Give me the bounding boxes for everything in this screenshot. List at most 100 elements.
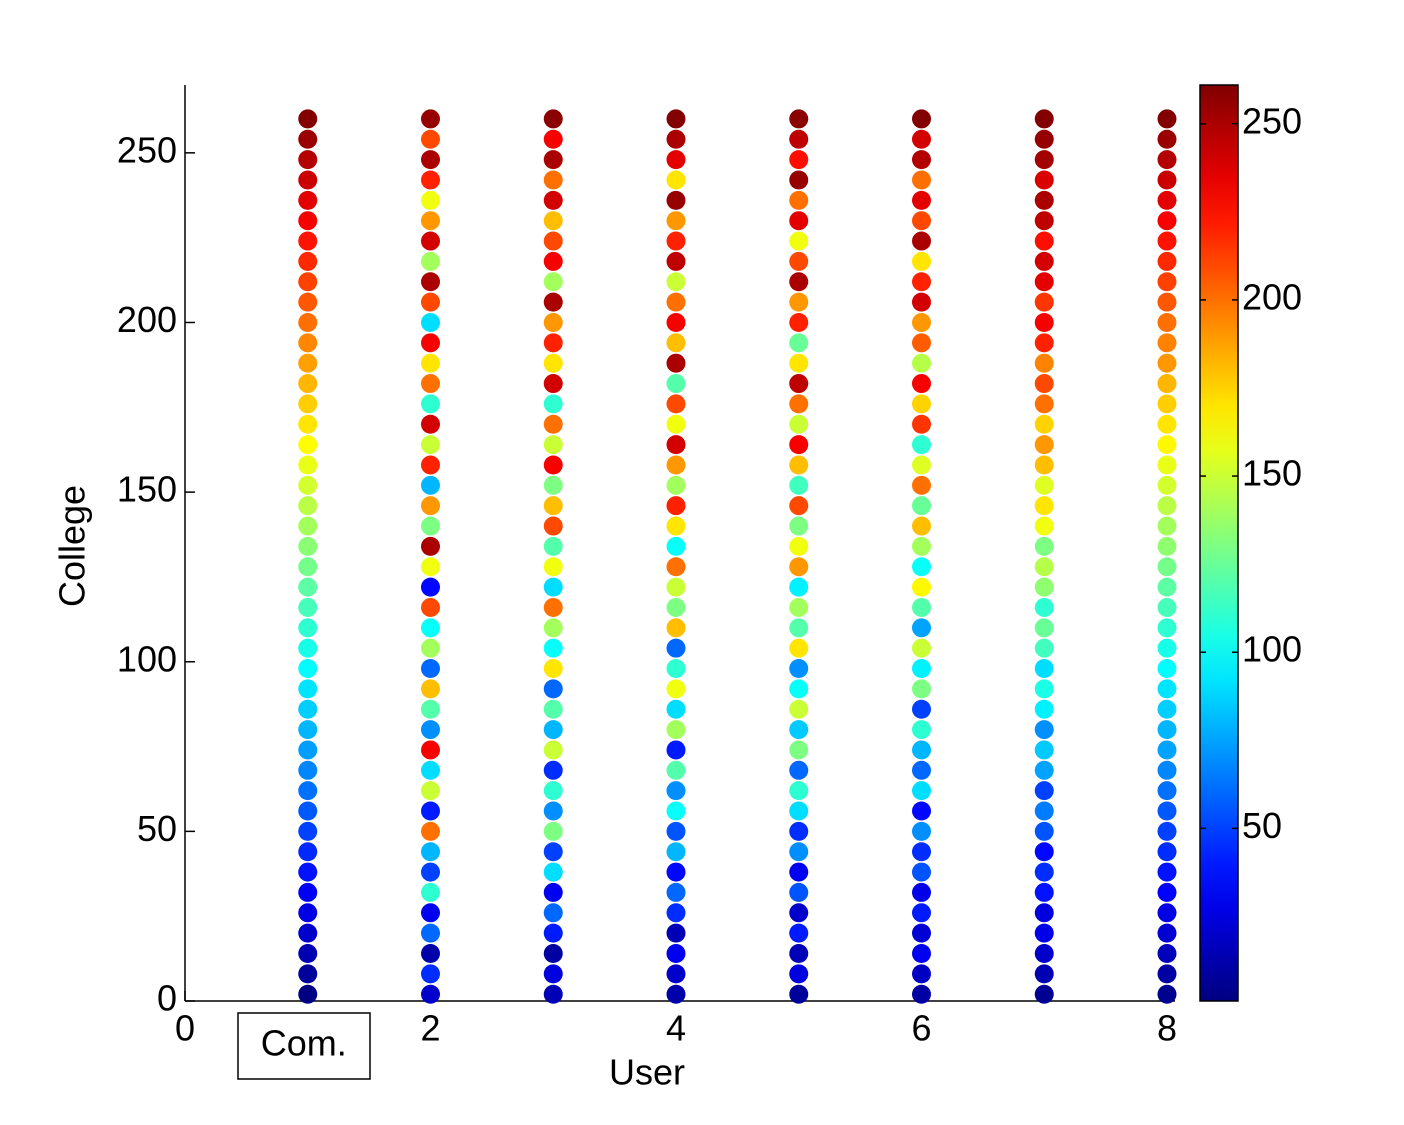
colorbar-tick-label: 250 xyxy=(1242,100,1302,141)
point xyxy=(298,231,318,251)
point xyxy=(1157,455,1177,475)
point xyxy=(1157,292,1177,312)
point xyxy=(1157,964,1177,984)
annotation-box xyxy=(237,1012,371,1080)
point xyxy=(1157,984,1177,1004)
point xyxy=(543,455,563,475)
point xyxy=(543,557,563,577)
point xyxy=(543,272,563,292)
point xyxy=(1157,190,1177,210)
point xyxy=(298,333,318,353)
colorbar-tick-label: 50 xyxy=(1242,805,1282,846)
point xyxy=(1034,984,1054,1004)
point xyxy=(1034,475,1054,495)
point xyxy=(666,251,686,271)
x-axis-label: User xyxy=(609,1052,685,1093)
point xyxy=(789,312,809,332)
point xyxy=(666,129,686,149)
point xyxy=(912,557,931,577)
point xyxy=(789,170,809,190)
point xyxy=(298,964,318,984)
point xyxy=(421,638,440,658)
point xyxy=(912,659,931,679)
point xyxy=(1157,536,1177,556)
point xyxy=(789,964,809,984)
point xyxy=(1034,272,1054,292)
point xyxy=(1157,231,1177,251)
point xyxy=(1034,801,1054,821)
point xyxy=(789,760,809,780)
point xyxy=(1157,333,1177,353)
point xyxy=(421,211,440,231)
colorbar-tick-label: 150 xyxy=(1242,453,1302,494)
point xyxy=(789,699,809,719)
point xyxy=(912,577,931,597)
point xyxy=(912,435,931,455)
point xyxy=(1034,923,1054,943)
colorbar xyxy=(1199,84,1239,1002)
point xyxy=(666,272,686,292)
point xyxy=(1034,821,1054,841)
point xyxy=(421,760,440,780)
colorbar-tick-label: 100 xyxy=(1242,629,1302,670)
point xyxy=(1157,394,1177,414)
point xyxy=(1034,740,1054,760)
point xyxy=(1157,842,1177,862)
point xyxy=(298,679,318,699)
point xyxy=(543,374,563,394)
point xyxy=(666,699,686,719)
point xyxy=(666,618,686,638)
point xyxy=(421,109,440,129)
point xyxy=(1034,190,1054,210)
point xyxy=(1157,577,1177,597)
point xyxy=(666,475,686,495)
point xyxy=(1034,414,1054,434)
point xyxy=(421,984,440,1004)
point xyxy=(666,577,686,597)
point xyxy=(1034,760,1054,780)
point xyxy=(912,740,931,760)
point xyxy=(666,842,686,862)
point xyxy=(543,862,563,882)
point xyxy=(1157,862,1177,882)
point xyxy=(1034,659,1054,679)
point xyxy=(912,984,931,1004)
point xyxy=(666,679,686,699)
point xyxy=(789,109,809,129)
point xyxy=(666,821,686,841)
point xyxy=(912,903,931,923)
point xyxy=(421,842,440,862)
point xyxy=(789,577,809,597)
point xyxy=(789,231,809,251)
point xyxy=(912,923,931,943)
point xyxy=(421,944,440,964)
point xyxy=(912,944,931,964)
point xyxy=(666,923,686,943)
x-tick-label: 0 xyxy=(175,1008,195,1049)
point xyxy=(298,984,318,1004)
point xyxy=(1034,903,1054,923)
point xyxy=(1157,618,1177,638)
point xyxy=(1157,496,1177,516)
point xyxy=(1034,129,1054,149)
point xyxy=(421,903,440,923)
y-tick-label: 50 xyxy=(137,808,177,849)
point xyxy=(543,923,563,943)
point xyxy=(912,333,931,353)
point xyxy=(789,903,809,923)
point xyxy=(789,251,809,271)
point xyxy=(912,414,931,434)
point xyxy=(789,659,809,679)
point xyxy=(298,801,318,821)
point xyxy=(421,435,440,455)
y-tick-label: 200 xyxy=(117,299,177,340)
point xyxy=(789,557,809,577)
point xyxy=(1034,109,1054,129)
point xyxy=(1157,597,1177,617)
point xyxy=(1034,455,1054,475)
point xyxy=(1157,272,1177,292)
point xyxy=(789,740,809,760)
point xyxy=(543,821,563,841)
point xyxy=(543,740,563,760)
point xyxy=(789,496,809,516)
